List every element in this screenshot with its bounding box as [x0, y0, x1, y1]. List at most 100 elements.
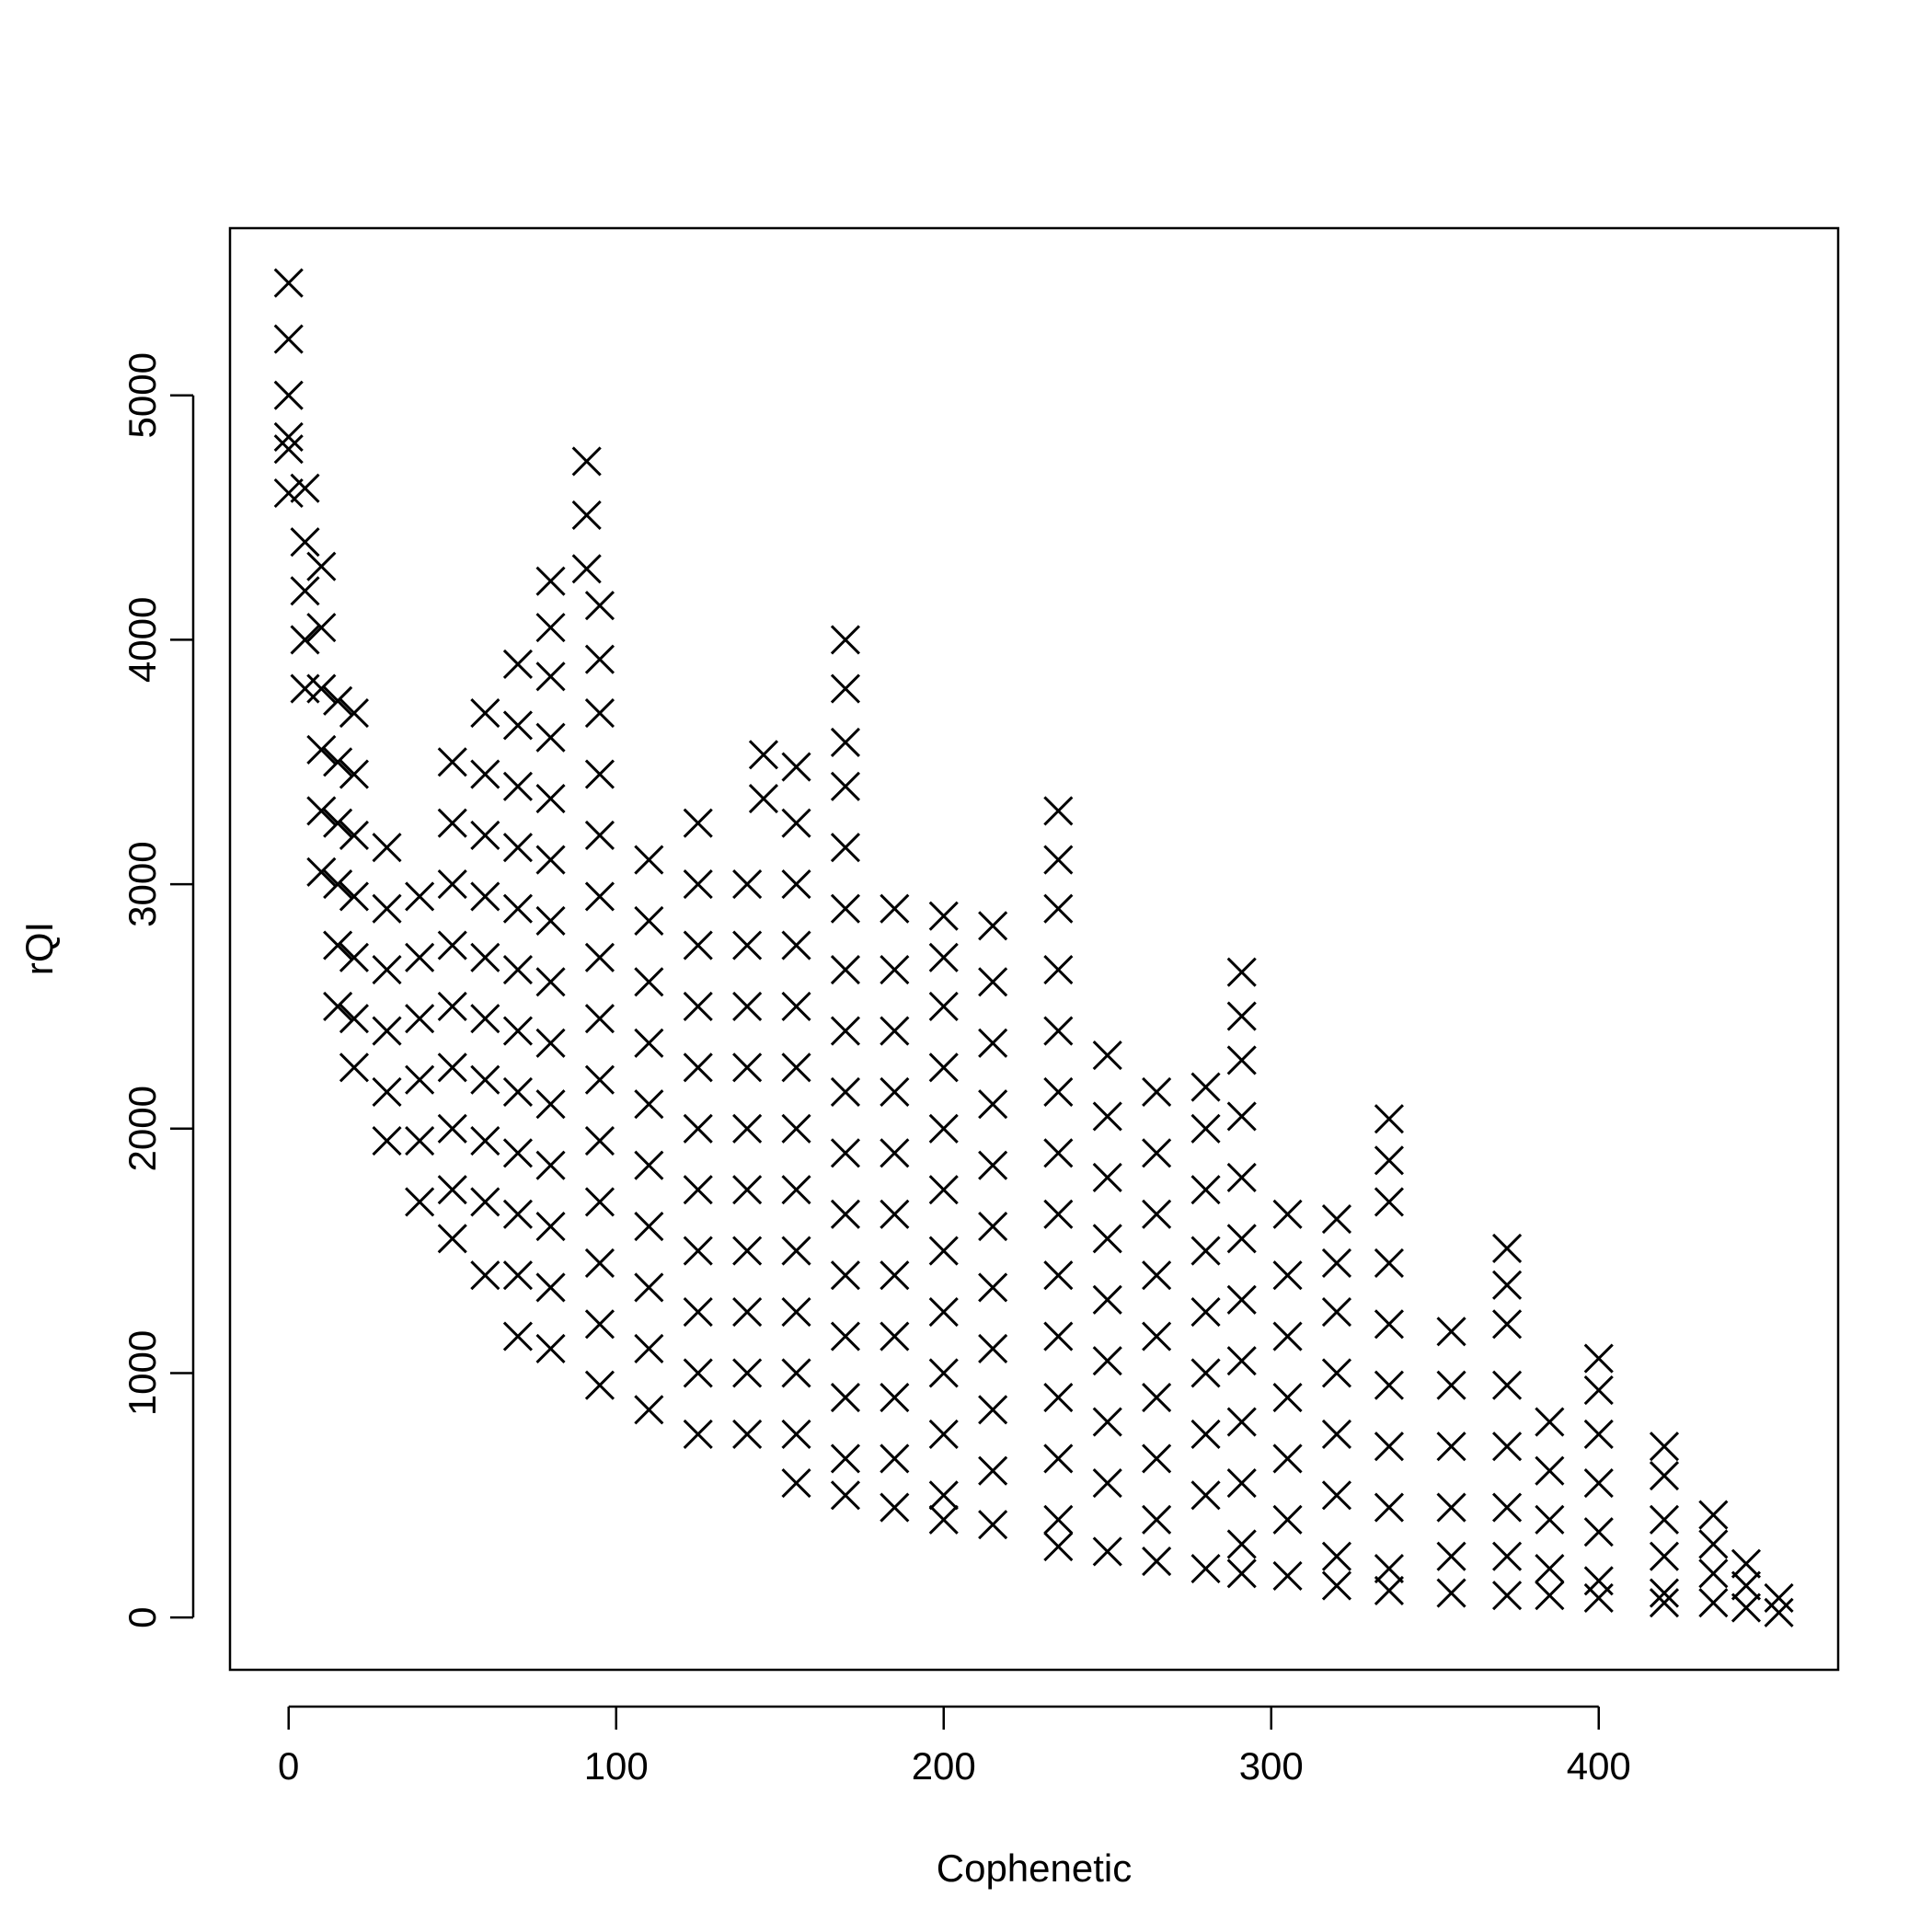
point	[290, 625, 320, 655]
point	[880, 1382, 910, 1413]
point	[880, 893, 910, 924]
point	[1092, 1536, 1122, 1567]
point	[1321, 1248, 1352, 1278]
point	[1731, 1593, 1762, 1623]
point	[1226, 1224, 1257, 1254]
point	[781, 1419, 811, 1449]
point	[323, 747, 353, 777]
point	[535, 566, 566, 596]
point	[928, 1052, 959, 1083]
point	[830, 1076, 860, 1107]
point	[978, 1211, 1008, 1242]
point	[535, 784, 566, 814]
point	[535, 1272, 566, 1303]
point	[1492, 1581, 1523, 1611]
point	[470, 1187, 500, 1217]
point	[584, 1187, 615, 1217]
point	[1226, 1045, 1257, 1075]
point	[1583, 1582, 1614, 1613]
point	[928, 1296, 959, 1328]
point	[1492, 1270, 1523, 1300]
point	[1374, 1370, 1404, 1400]
point	[273, 324, 304, 354]
point	[437, 1052, 467, 1083]
point	[405, 1125, 435, 1156]
point	[978, 1028, 1008, 1058]
point	[748, 784, 778, 814]
point	[339, 698, 369, 729]
point	[1226, 1529, 1257, 1559]
point	[584, 591, 615, 621]
point	[1043, 1532, 1074, 1562]
point	[1731, 1570, 1762, 1601]
point	[339, 942, 369, 972]
point	[535, 1150, 566, 1180]
point	[1321, 1419, 1352, 1449]
point	[306, 551, 337, 581]
point	[1043, 1016, 1074, 1046]
point	[1374, 1553, 1404, 1584]
point	[1142, 1260, 1172, 1291]
point	[571, 554, 602, 584]
point	[732, 1358, 763, 1388]
point	[1226, 1101, 1257, 1132]
point	[339, 1004, 369, 1034]
point	[1374, 1248, 1404, 1278]
point	[1190, 1358, 1221, 1388]
point	[502, 649, 533, 680]
point	[273, 268, 304, 298]
point	[1321, 1570, 1352, 1601]
point	[634, 845, 664, 875]
point	[880, 1076, 910, 1107]
point	[1321, 1296, 1352, 1328]
point	[830, 1480, 860, 1511]
point	[405, 1004, 435, 1034]
point	[339, 820, 369, 851]
point	[683, 1236, 713, 1266]
point	[502, 1016, 533, 1046]
point	[502, 1199, 533, 1229]
point	[634, 1333, 664, 1363]
point	[1492, 1309, 1523, 1340]
x-tick-label: 400	[1567, 1744, 1631, 1788]
point	[1226, 957, 1257, 987]
point	[1043, 955, 1074, 985]
point	[978, 1272, 1008, 1303]
point	[372, 893, 402, 924]
point	[683, 1175, 713, 1205]
point	[732, 930, 763, 960]
point	[535, 905, 566, 937]
point	[683, 1113, 713, 1144]
point	[683, 1419, 713, 1449]
point	[1583, 1419, 1614, 1449]
point	[683, 808, 713, 838]
point	[502, 1321, 533, 1351]
point	[1436, 1541, 1466, 1571]
point	[437, 747, 467, 777]
point	[1142, 1546, 1172, 1577]
point	[748, 740, 778, 770]
point	[1190, 1296, 1221, 1328]
x-tick-label: 100	[584, 1744, 649, 1788]
point	[535, 661, 566, 692]
point	[732, 1419, 763, 1449]
point	[535, 613, 566, 643]
plot-frame	[228, 226, 1840, 1672]
point	[880, 1443, 910, 1474]
point	[1374, 1104, 1404, 1134]
point	[978, 1150, 1008, 1180]
point	[1583, 1517, 1614, 1547]
point	[584, 644, 615, 674]
point	[1649, 1541, 1680, 1571]
point	[880, 1492, 910, 1523]
point	[830, 1260, 860, 1291]
point	[928, 1358, 959, 1388]
point	[372, 1016, 402, 1046]
x-tick-label: 200	[912, 1744, 976, 1788]
point	[978, 967, 1008, 997]
point	[306, 613, 337, 643]
point	[830, 1321, 860, 1351]
point	[830, 833, 860, 863]
point	[584, 1248, 615, 1278]
x-tick-label: 300	[1239, 1744, 1304, 1788]
